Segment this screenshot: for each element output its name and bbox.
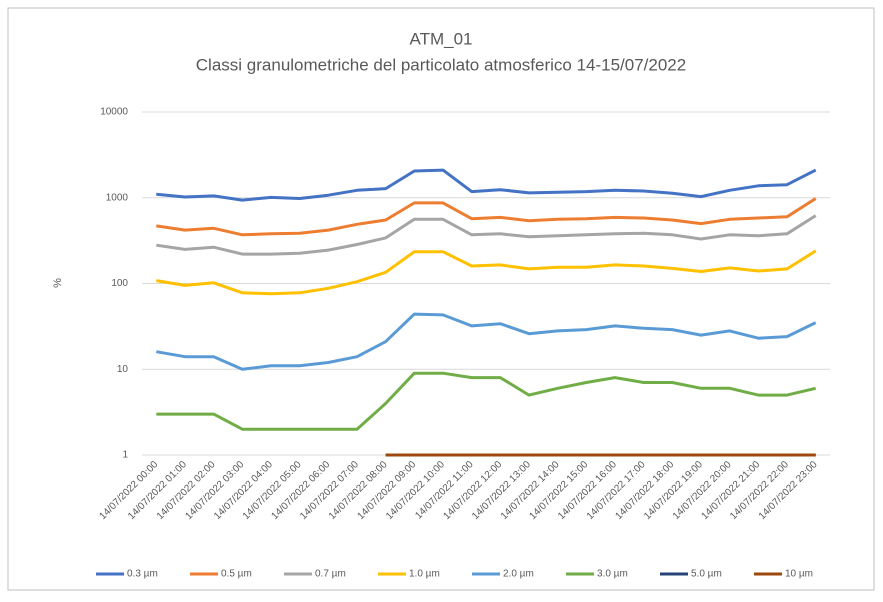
series-line	[156, 249, 817, 296]
y-tick-label: 1	[122, 450, 128, 461]
chart-border	[7, 7, 875, 591]
legend-label: 10 µm	[785, 569, 813, 580]
legend-label: 2.0 µm	[503, 569, 534, 580]
legend-label: 0.3 µm	[127, 569, 158, 580]
series-line	[156, 214, 817, 256]
y-tick-label: 1000	[106, 192, 129, 203]
series-line	[156, 371, 817, 431]
y-axis-label: %	[52, 278, 64, 288]
series-line	[156, 197, 817, 237]
chart-subtitle: Classi granulometriche del particolato a…	[196, 55, 686, 74]
chart-title: ATM_01	[410, 29, 473, 48]
y-tick-label: 100	[111, 278, 128, 289]
y-tick-label: 10	[117, 364, 129, 375]
legend-label: 3.0 µm	[597, 569, 628, 580]
legend-label: 1.0 µm	[409, 569, 440, 580]
y-tick-label: 10000	[100, 107, 128, 118]
series-line	[156, 168, 817, 202]
series-line	[156, 312, 817, 371]
legend-label: 0.7 µm	[315, 569, 346, 580]
legend-label: 0.5 µm	[221, 569, 252, 580]
legend-label: 5.0 µm	[691, 569, 722, 580]
